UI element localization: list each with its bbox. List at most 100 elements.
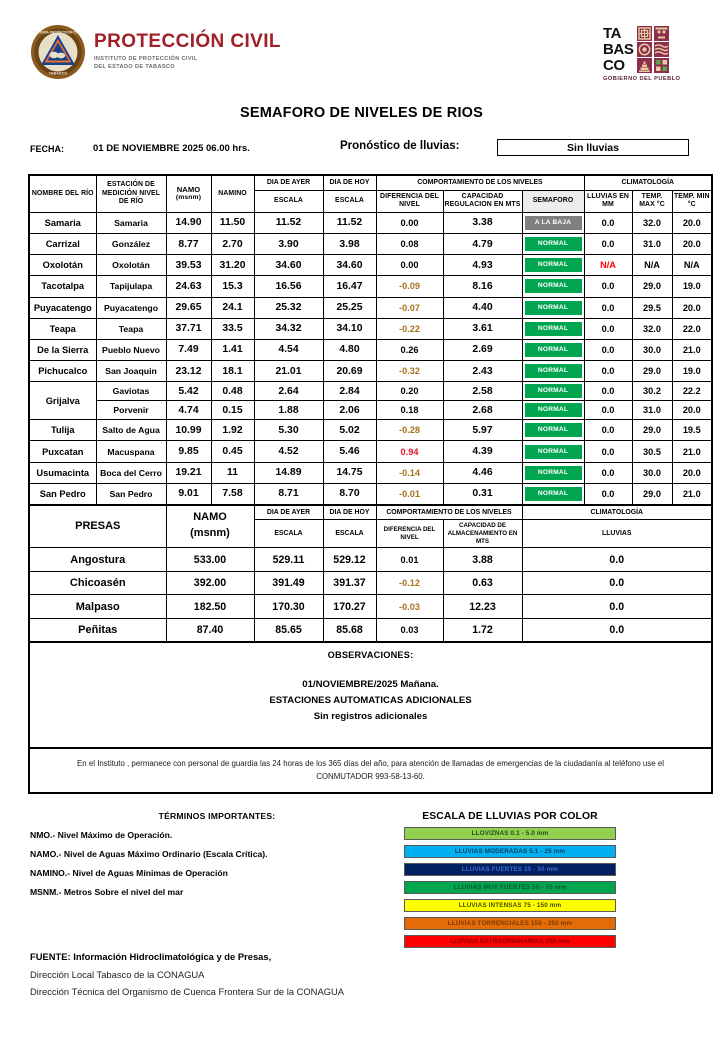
cell-namo: 19.21	[165, 461, 212, 484]
tabasco-word-ta: TA	[603, 25, 622, 42]
semaforo-table: NOMBRE DEL RÍO ESTACIÓN DE MEDICIÓN NIVE…	[27, 173, 714, 794]
cell-namo: 24.63	[165, 275, 212, 298]
col-group-comportamiento: COMPORTAMIENTO DE LOS NIVELES	[375, 174, 585, 191]
cell-estacion: Teapa	[95, 317, 167, 340]
presas-table-body: Angostura 533.00 529.11 529.12 0.01 3.88 0.0 Ch…	[28, 547, 714, 643]
col-header-temp-min: TEMP. MIN °C	[671, 189, 714, 213]
col-header-presas: PRESAS	[28, 503, 167, 549]
table-row: Porvenir 4.74 0.15 1.88 2.06 0.18 2.68 NORMAL 0.…	[29, 400, 714, 421]
cell-presa-nombre: Peñitas	[28, 617, 167, 643]
cell-temp-min: 19.5	[671, 419, 714, 442]
cell-nombre-rio: San Pedro	[28, 482, 97, 506]
cell-temp-max: 32.0	[631, 211, 673, 234]
cell-semaforo: NORMAL	[521, 400, 585, 421]
col-header-presas-namo: NAMO (msnm)	[165, 503, 255, 549]
cell-diferencia-nivel: 0.08	[375, 232, 444, 256]
cell-estacion: San Joaquin	[95, 360, 167, 383]
cell-escala-hoy: 20.69	[322, 360, 377, 383]
cell-semaforo: NORMAL	[521, 232, 585, 256]
cell-escala-ayer: 1.88	[253, 400, 324, 421]
cell-lluvias-mm: 0.0	[583, 296, 633, 319]
cell-capacidad-regulacion: 2.69	[442, 338, 523, 362]
cell-presa-capacidad: 1.72	[442, 617, 523, 643]
fuente-line-1: FUENTE: Información Hidroclimatológica y…	[30, 950, 272, 962]
cell-presa-capacidad: 0.63	[442, 570, 523, 596]
observaciones-title: OBSERVACIONES:	[327, 649, 414, 660]
cell-namo: 7.49	[165, 338, 212, 362]
escala-lluvias-title: ESCALA DE LLUVIAS POR COLOR	[422, 810, 598, 822]
cell-lluvias-mm: 0.0	[583, 482, 633, 506]
escala-lluvias-label-6: LLUVIAS TORRENCIALES 150 - 250 mm	[447, 920, 573, 928]
cell-capacidad-regulacion: 4.46	[442, 461, 523, 484]
cell-estacion: Porvenir	[95, 400, 167, 421]
cell-presa-namo: 182.50	[165, 594, 255, 619]
cell-diferencia-nivel: -0.28	[375, 419, 444, 442]
cell-presa-lluvias: 0.0	[521, 594, 714, 619]
cell-temp-min: 22.2	[671, 381, 714, 402]
col-header-nombre-rio: NOMBRE DEL RÍO	[28, 173, 97, 213]
terminos-title: TÉRMINOS IMPORTANTES:	[158, 810, 276, 821]
cell-temp-min: 20.0	[671, 296, 714, 319]
cell-temp-min: 19.0	[671, 275, 714, 298]
cell-namo: 14.90	[165, 211, 212, 234]
cell-semaforo: NORMAL	[521, 419, 585, 442]
cell-namino: 33.5	[210, 317, 255, 340]
cell-namo: 5.42	[165, 381, 212, 402]
escala-lluvias-label-2: LLUVIAS MODERADAS 5.1 - 25 mm	[454, 848, 566, 856]
cell-presa-escala-hoy: 85.68	[322, 617, 377, 643]
cell-capacidad-regulacion: 4.93	[442, 254, 523, 277]
table-row: Oxolotán Oxolotán 39.53 31.20 34.60 34.60 0.00…	[28, 254, 714, 277]
tabasco-logo-tagline: GOBIERNO DEL PUEBLO	[603, 76, 681, 82]
col-header-presas-escala-hoy: ESCALA	[322, 518, 377, 549]
cell-presa-escala-hoy: 391.37	[322, 570, 377, 596]
escala-lluvias-bar-6: LLUVIAS TORRENCIALES 150 - 250 mm	[404, 917, 616, 930]
col-group-dia-hoy: DIA DE HOY	[322, 174, 377, 191]
svg-text:TABASCO: TABASCO	[49, 72, 68, 76]
cell-temp-max: 29.0	[631, 482, 673, 506]
cell-temp-min: 20.0	[671, 211, 714, 234]
status-badge: NORMAL	[524, 258, 582, 273]
cell-diferencia-nivel: -0.22	[375, 317, 444, 340]
cell-diferencia-nivel: 0.00	[375, 254, 444, 277]
cell-capacidad-regulacion: 2.68	[442, 400, 523, 421]
cell-presa-capacidad: 12.23	[442, 594, 523, 619]
cell-namino: 0.45	[210, 440, 255, 463]
cell-diferencia-nivel: 0.94	[375, 440, 444, 463]
cell-temp-max: 29.0	[631, 419, 673, 442]
guardia-note-cell: En el Instituto , permanece con personal…	[27, 746, 714, 794]
cell-escala-hoy: 25.25	[322, 296, 377, 319]
terminos-importantes-block: TÉRMINOS IMPORTANTES: NMO.- Nivel Máximo…	[30, 811, 390, 897]
cell-capacidad-regulacion: 8.16	[442, 275, 523, 298]
cell-capacidad-regulacion: 3.38	[442, 211, 523, 234]
observaciones-line-1: 01/NOVIEMBRE/2025 Mañana.	[302, 678, 439, 690]
page-footer: TÉRMINOS IMPORTANTES: NMO.- Nivel Máximo…	[0, 810, 723, 997]
table-row: Malpaso 182.50 170.30 170.27 -0.03 12.23 0.0	[28, 594, 714, 619]
cell-temp-min: 19.0	[671, 360, 714, 383]
escala-lluvias-label-5: LLUVIAS INTENSAS 75 - 150 mm	[458, 902, 562, 910]
cell-lluvias-mm: 0.0	[583, 360, 633, 383]
escala-lluvias-bar-5: LLUVIAS INTENSAS 75 - 150 mm	[404, 899, 616, 912]
cell-escala-ayer: 4.54	[253, 338, 324, 362]
table-row: Puyacatengo Puyacatengo 29.65 24.1 25.32 25.2…	[28, 296, 714, 319]
cell-lluvias-mm: 0.0	[583, 461, 633, 484]
cell-lluvias-mm: N/A	[583, 254, 633, 277]
col-header-namo: NAMO (msnm)	[165, 173, 212, 213]
cell-escala-ayer: 4.52	[253, 440, 324, 463]
page-header: SISTEMA PROTECCION CIVIL TABASCO PROTECC…	[0, 16, 723, 91]
cell-semaforo: NORMAL	[521, 275, 585, 298]
cell-escala-ayer: 34.60	[253, 254, 324, 277]
rivers-table-body: Samaria Samaria 14.90 11.50 11.52 11.52 0.00 3.…	[28, 211, 714, 506]
col-group-presas-dia-hoy: DIA DE HOY	[322, 503, 377, 520]
col-header-namo-unit: (msnm)	[175, 194, 202, 202]
cell-temp-max: 29.0	[631, 360, 673, 383]
cell-semaforo: NORMAL	[521, 317, 585, 340]
cell-capacidad-regulacion: 4.79	[442, 232, 523, 256]
status-badge: NORMAL	[524, 444, 582, 459]
table-row: Tacotalpa Tapijulapa 24.63 15.3 16.56 16.47 -0…	[28, 275, 714, 298]
cell-namo: 4.74	[165, 400, 212, 421]
status-badge: NORMAL	[524, 384, 582, 399]
cell-diferencia-nivel: -0.09	[375, 275, 444, 298]
cell-capacidad-regulacion: 4.40	[442, 296, 523, 319]
cell-capacidad-regulacion: 3.61	[442, 317, 523, 340]
table-row: Angostura 533.00 529.11 529.12 0.01 3.88 0.0	[28, 547, 714, 572]
